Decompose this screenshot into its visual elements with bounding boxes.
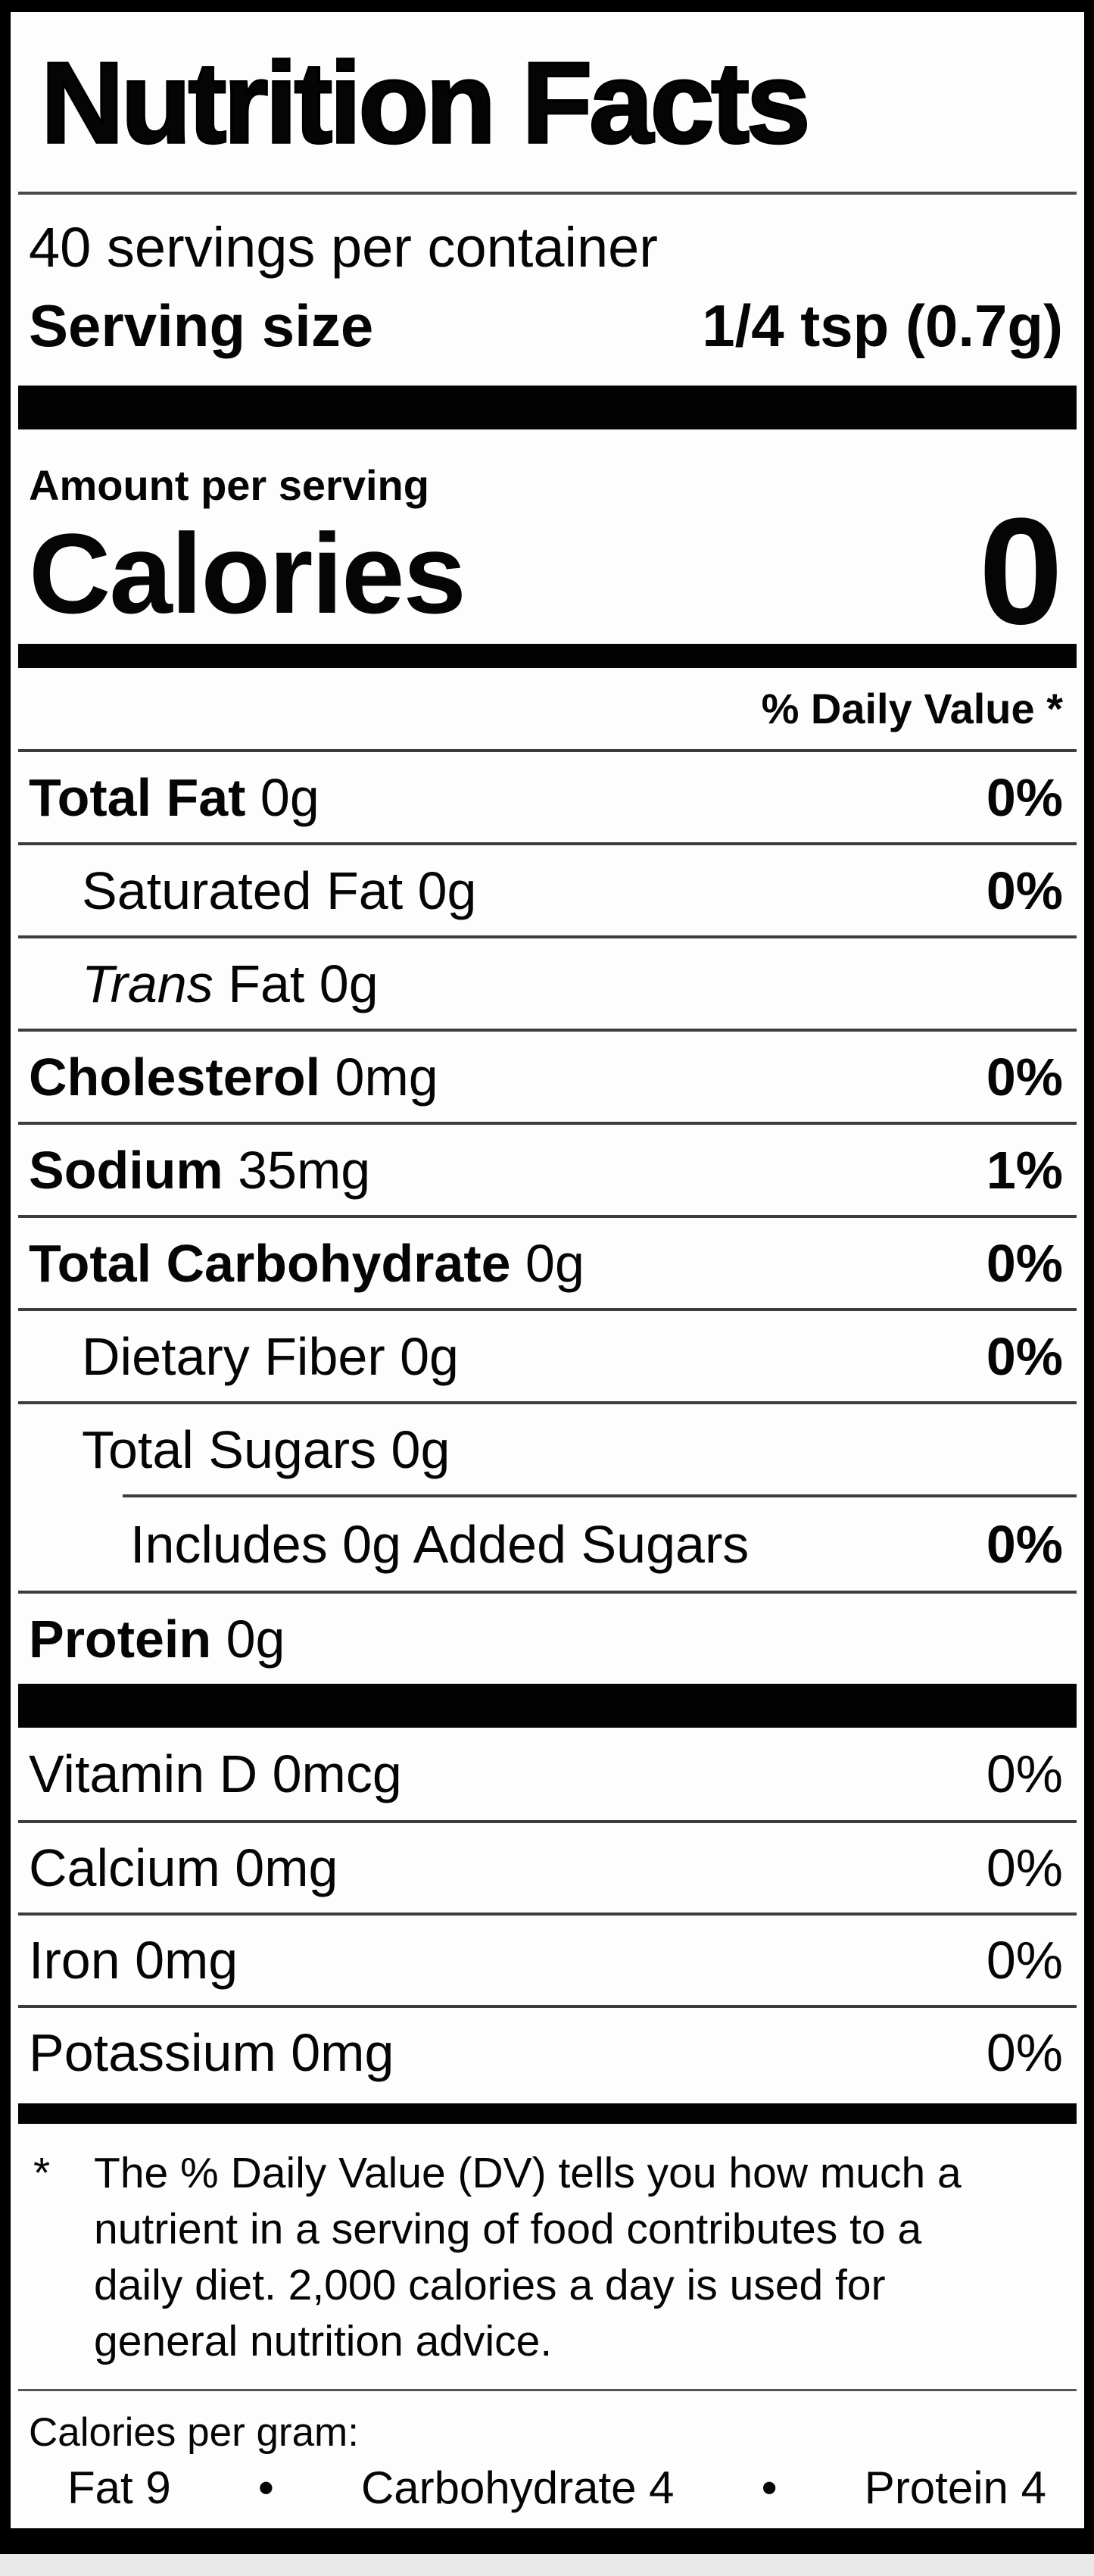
- nutrient-name-bold: Sodium: [29, 1140, 223, 1200]
- nutrient-name-rest: 0mg: [320, 1047, 438, 1107]
- nutrient-name: Vitamin D 0mcg: [29, 1744, 402, 1803]
- row-vitamin-d: Vitamin D 0mcg 0%: [18, 1728, 1077, 1820]
- footnote-line: The % Daily Value (DV) tells you how muc…: [94, 2149, 962, 2197]
- nutrient-name-rest: 0g: [245, 767, 319, 827]
- footnote-line: daily diet. 2,000 calories a day is used…: [94, 2261, 886, 2309]
- daily-value: 0%: [986, 1233, 1063, 1293]
- bullet-icon: •: [761, 2462, 778, 2513]
- nutrient-name: Protein 0g: [29, 1609, 285, 1669]
- section-bar-calories: [18, 644, 1077, 668]
- nutrient-name-rest: 0g: [211, 1609, 285, 1669]
- row-iron: Iron 0mg 0%: [18, 1912, 1077, 2005]
- nutrient-name-italic: Trans: [82, 954, 214, 1013]
- servings-per-container: 40 servings per container: [29, 216, 658, 279]
- row-dietary-fiber: Dietary Fiber 0g 0%: [18, 1308, 1077, 1401]
- bullet-icon: •: [257, 2462, 274, 2513]
- section-bar-protein: [18, 1684, 1077, 1728]
- indented-divider: [123, 1494, 1077, 1497]
- nutrient-name: Total Carbohydrate 0g: [29, 1233, 584, 1294]
- cpg-protein: Protein 4: [864, 2462, 1046, 2513]
- nutrient-name-rest: Fat 0g: [213, 954, 379, 1013]
- daily-value: 0%: [986, 1514, 1063, 1574]
- daily-value-header: % Daily Value *: [761, 685, 1063, 732]
- daily-value: 0%: [986, 767, 1063, 827]
- nutrient-name-rest: Includes 0g Added Sugars: [130, 1514, 750, 1574]
- nutrient-name: Total Fat 0g: [29, 767, 319, 828]
- nutrient-name: Potassium 0mg: [29, 2023, 394, 2082]
- footnote-line: nutrient in a serving of food contribute…: [94, 2205, 922, 2253]
- nutrient-name-bold: Total Fat: [29, 767, 246, 827]
- calories-value: 0: [978, 487, 1063, 656]
- serving-size-row: Serving size 1/4 tsp (0.7g): [18, 289, 1077, 363]
- daily-value: 0%: [986, 1326, 1063, 1386]
- row-saturated-fat: Saturated Fat 0g 0%: [18, 842, 1077, 935]
- serving-size-label: Serving size: [29, 292, 374, 359]
- nutrient-name: Dietary Fiber 0g: [82, 1326, 459, 1387]
- daily-value: 0%: [986, 1931, 1063, 1990]
- label-title: Nutrition Facts: [39, 37, 812, 169]
- row-total-sugars: Total Sugars 0g: [18, 1401, 1077, 1494]
- vitamin-rows: Vitamin D 0mcg 0% Calcium 0mg 0% Iron 0m…: [18, 1728, 1077, 2097]
- row-total-fat: Total Fat 0g 0%: [18, 749, 1077, 842]
- daily-value: 0%: [986, 860, 1063, 920]
- nutrient-name-rest: Total Sugars 0g: [82, 1419, 450, 1479]
- nutrient-name: Cholesterol 0mg: [29, 1047, 438, 1107]
- cpg-fat: Fat 9: [67, 2462, 171, 2513]
- row-added-sugars: Includes 0g Added Sugars 0%: [18, 1497, 1077, 1591]
- nutrient-name: Includes 0g Added Sugars: [130, 1514, 749, 1575]
- serving-size-value: 1/4 tsp (0.7g): [702, 292, 1063, 359]
- nutrient-name: Trans Fat 0g: [82, 954, 379, 1014]
- nutrient-name: Iron 0mg: [29, 1931, 238, 1990]
- nutrient-name: Saturated Fat 0g: [82, 860, 476, 921]
- nutrient-name: Total Sugars 0g: [82, 1419, 450, 1480]
- nutrient-name-rest: 35mg: [223, 1140, 371, 1200]
- calories-per-gram-divider: [18, 2389, 1077, 2391]
- section-bar-footnote: [18, 2103, 1077, 2124]
- nutrient-name-bold: Cholesterol: [29, 1047, 321, 1107]
- row-sodium: Sodium 35mg 1%: [18, 1122, 1077, 1215]
- daily-value: 0%: [986, 2023, 1063, 2082]
- row-protein: Protein 0g: [18, 1591, 1077, 1684]
- row-calcium: Calcium 0mg 0%: [18, 1820, 1077, 1912]
- row-trans-fat: Trans Fat 0g: [18, 935, 1077, 1029]
- daily-value: 0%: [986, 1744, 1063, 1803]
- footnote: * The % Daily Value (DV) tells you how m…: [18, 2124, 1077, 2369]
- nutrient-name: Sodium 35mg: [29, 1140, 370, 1201]
- daily-value: 1%: [986, 1140, 1063, 1200]
- calories-per-gram-label: Calories per gram:: [29, 2410, 359, 2455]
- nutrient-name: Calcium 0mg: [29, 1838, 338, 1897]
- nutrient-rows: Total Fat 0g 0% Saturated Fat 0g 0% Tran…: [18, 749, 1077, 1684]
- nutrient-name-rest: 0g: [510, 1233, 584, 1293]
- row-total-carbohydrate: Total Carbohydrate 0g 0%: [18, 1215, 1077, 1308]
- cpg-carbohydrate: Carbohydrate 4: [360, 2462, 675, 2513]
- nutrient-name-bold: Total Carbohydrate: [29, 1233, 511, 1293]
- nutrient-name-rest: Dietary Fiber 0g: [82, 1326, 459, 1386]
- section-bar-top: [18, 386, 1077, 429]
- calories-per-gram-values: Fat 9 • Carbohydrate 4 • Protein 4: [18, 2459, 1077, 2516]
- amount-per-serving-label: Amount per serving: [29, 461, 429, 509]
- footnote-text: The % Daily Value (DV) tells you how muc…: [94, 2145, 1063, 2369]
- daily-value: 0%: [986, 1047, 1063, 1107]
- daily-value: 0%: [986, 1838, 1063, 1897]
- footnote-asterisk: *: [33, 2149, 51, 2197]
- nutrient-name-rest: Saturated Fat 0g: [82, 860, 477, 920]
- row-potassium: Potassium 0mg 0%: [18, 2005, 1077, 2097]
- footnote-line: general nutrition advice.: [94, 2317, 553, 2365]
- nutrient-name-bold: Protein: [29, 1609, 212, 1669]
- row-cholesterol: Cholesterol 0mg 0%: [18, 1029, 1077, 1122]
- calories-row: Calories 0: [18, 487, 1077, 656]
- title-divider: [18, 192, 1077, 195]
- calories-label: Calories: [29, 510, 466, 637]
